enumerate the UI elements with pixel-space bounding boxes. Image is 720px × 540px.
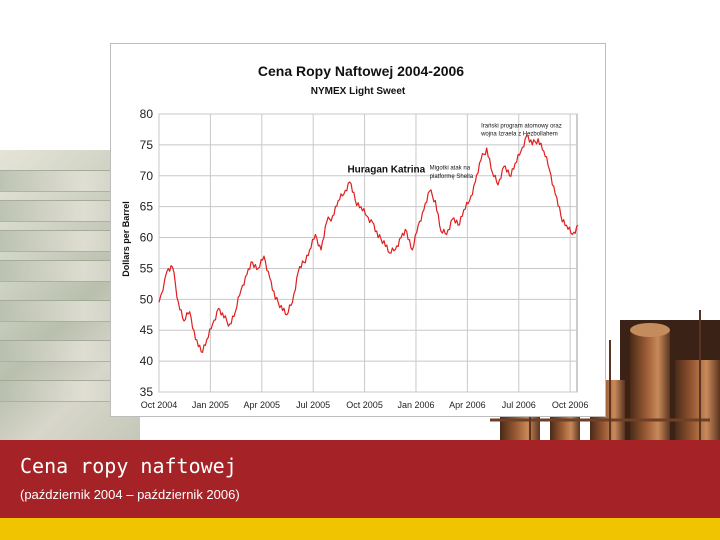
- x-tick-label: Jul 2006: [502, 400, 536, 410]
- chart-panel: Cena Ropy Naftowej 2004-2006 NYMEX Light…: [110, 43, 606, 417]
- x-tick-label: Jan 2006: [397, 400, 434, 410]
- chart-title: Cena Ropy Naftowej 2004-2006: [258, 63, 464, 79]
- chart-subtitle: NYMEX Light Sweet: [311, 86, 406, 97]
- x-tick-label: Apr 2005: [244, 400, 281, 410]
- x-tick-label: Oct 2004: [141, 400, 178, 410]
- annotation-label: Migotki atak na: [430, 166, 471, 172]
- plot-area: [158, 113, 578, 393]
- y-tick-label: 55: [140, 261, 154, 275]
- y-tick-label: 65: [140, 200, 154, 214]
- slide-subtitle: (październik 2004 – październik 2006): [20, 487, 240, 502]
- series-line: [158, 135, 579, 353]
- y-axis-label: Dollars per Barrel: [121, 201, 131, 277]
- y-tick-label: 50: [140, 292, 154, 306]
- annotation-label: wojna Izraela z Hezbollahem: [480, 132, 558, 138]
- annotation-label: platformę Shella: [430, 174, 474, 180]
- y-tick-labels: 35 40 45 50 55 60 65 70 75 80: [140, 107, 154, 399]
- x-tick-labels: Oct 2004 Jan 2005 Apr 2005 Jul 2005 Oct 2005…: [141, 400, 589, 410]
- oil-price-chart: Cena Ropy Naftowej 2004-2006 NYMEX Light…: [121, 63, 589, 410]
- y-tick-label: 40: [140, 354, 154, 368]
- y-tick-label: 80: [140, 107, 154, 121]
- y-tick-label: 35: [140, 385, 154, 399]
- x-tick-label: Oct 2005: [346, 400, 383, 410]
- price-series: [158, 135, 579, 353]
- x-tick-label: Jan 2005: [192, 400, 229, 410]
- bottom-stripe: [0, 518, 720, 540]
- x-tick-label: Apr 2006: [449, 400, 486, 410]
- x-tick-label: Jul 2005: [296, 400, 330, 410]
- y-tick-label: 75: [140, 138, 154, 152]
- annotation-label: Irański program atomowy oraz: [481, 124, 562, 130]
- x-tick-label: Oct 2006: [552, 400, 589, 410]
- y-tick-label: 70: [140, 169, 154, 183]
- slide-title: Cena ropy naftowej: [20, 454, 237, 478]
- caption-banner: [0, 440, 720, 518]
- y-tick-label: 60: [140, 231, 154, 245]
- y-tick-label: 45: [140, 323, 154, 337]
- chart-annotations: Huragan Katrina Migotki atak na platformę …: [347, 124, 561, 181]
- annotation-label: Huragan Katrina: [347, 165, 425, 176]
- chart-grid: [158, 113, 578, 393]
